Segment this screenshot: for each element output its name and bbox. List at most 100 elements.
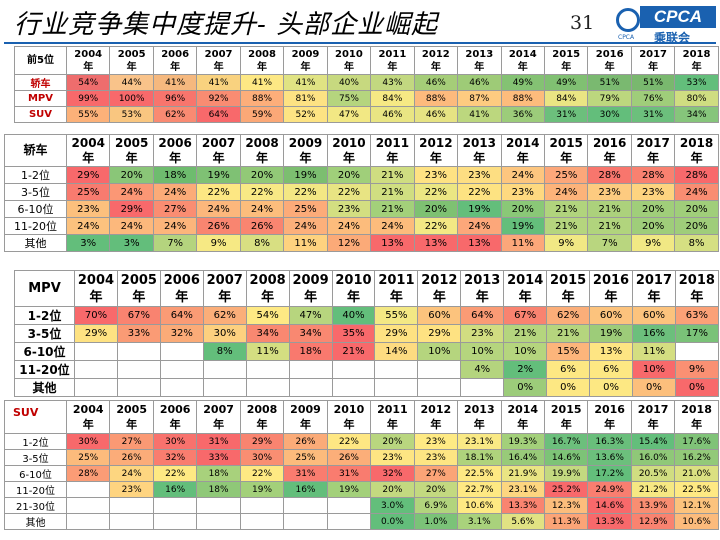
year-header: 2004 年 [65, 400, 111, 434]
cpca-logo: CPCA 乘联会 CPCA [612, 4, 718, 45]
share-cell: 13% [413, 234, 459, 252]
share-cell: 21.2% [630, 481, 676, 498]
year-header: 2011 年 [370, 134, 415, 167]
year-header: 2006 年 [152, 46, 198, 75]
share-cell: 53% [674, 74, 719, 91]
share-cell: 87% [457, 90, 502, 107]
year-header: 2006 年 [152, 134, 198, 167]
share-cell: 64% [460, 306, 505, 325]
year-header: 2009 年 [283, 134, 328, 167]
table-corner-label: MPV [14, 270, 75, 307]
share-cell: 16% [283, 481, 328, 498]
year-header: 2017 年 [630, 134, 676, 167]
share-cell: 26% [283, 433, 328, 450]
share-cell: 21% [587, 200, 632, 218]
share-cell: 6.9% [413, 497, 459, 514]
row-label: 11-20位 [4, 481, 67, 498]
row-label: 1-2位 [4, 166, 67, 184]
share-cell: 23% [109, 481, 154, 498]
share-cell: 25% [543, 166, 589, 184]
share-cell: 12.3% [543, 497, 589, 514]
share-cell: 21% [370, 183, 415, 201]
share-cell [283, 497, 328, 514]
year-header: 2014 年 [500, 134, 545, 167]
table-row: 其他 0% 0% 0% 0% 0% [14, 378, 719, 397]
year-header: 2013 年 [457, 134, 502, 167]
share-cell: 23% [370, 449, 415, 466]
table-row: 6-10位 8% 11% 18% 21% 14% 10% 10% 10% 15% 13% 11% [14, 342, 719, 361]
share-cell: 9% [196, 234, 241, 252]
share-cell: 9% [674, 360, 719, 379]
share-cell: 63% [674, 306, 719, 325]
table-row: 21-30位 3.0% 6.9% 10.6% 13.3% 12.3% 14.6% 13.9% 1… [4, 497, 719, 514]
share-cell: 29% [374, 324, 419, 343]
year-header: 2017 年 [630, 46, 676, 75]
share-cell: 11% [245, 342, 290, 361]
share-cell: 41% [152, 74, 198, 91]
share-cell: 22% [239, 183, 285, 201]
share-cell: 76% [630, 90, 676, 107]
share-cell: 8% [239, 234, 285, 252]
share-cell: 21% [370, 166, 415, 184]
share-cell: 19.9% [543, 465, 589, 482]
year-header: 2008 年 [239, 46, 285, 75]
share-cell [74, 360, 118, 379]
share-cell: 88% [239, 90, 285, 107]
share-cell: 60% [417, 306, 462, 325]
share-cell: 9% [543, 234, 589, 252]
share-cell: 7% [152, 234, 198, 252]
share-cell: 31% [630, 106, 676, 123]
table-row: 3-5位 25% 26% 32% 33% 30% 25% 26% 23% 23% 18.1% 16.4… [4, 449, 719, 466]
share-cell: 26% [196, 217, 241, 235]
share-cell: 3.0% [370, 497, 415, 514]
share-cell: 20% [239, 166, 285, 184]
share-cell: 49% [543, 74, 589, 91]
share-cell: 47% [326, 106, 372, 123]
share-cell: 25% [65, 449, 111, 466]
year-header: 2009 年 [283, 400, 328, 434]
share-cell: 19.3% [500, 433, 545, 450]
share-cell: 16.4% [500, 449, 545, 466]
share-cell: 31% [543, 106, 589, 123]
share-cell: 62% [202, 306, 247, 325]
share-cell: 22% [152, 465, 198, 482]
share-cell: 40% [326, 74, 372, 91]
share-cell: 34% [674, 106, 719, 123]
year-header: 2008 年 [245, 270, 290, 307]
share-cell [159, 378, 204, 397]
share-cell: 46% [413, 74, 459, 91]
share-cell: 3.1% [457, 513, 502, 530]
share-cell: 44% [109, 74, 154, 91]
share-cell [109, 513, 154, 530]
share-cell [116, 378, 161, 397]
share-cell: 22.5% [674, 481, 719, 498]
year-header: 2010 年 [326, 400, 372, 434]
share-cell [374, 360, 419, 379]
share-cell: 30% [239, 449, 285, 466]
share-cell: 16.2% [674, 449, 719, 466]
row-label: 6-10位 [14, 342, 75, 361]
share-cell: 32% [152, 449, 198, 466]
share-cell: 14.6% [543, 449, 589, 466]
share-cell: 10% [417, 342, 462, 361]
year-header: 2013 年 [457, 400, 502, 434]
share-cell: 49% [500, 74, 545, 91]
year-header: 2004 年 [65, 134, 111, 167]
share-cell: 8% [674, 234, 719, 252]
share-cell: 20% [413, 481, 459, 498]
share-cell: 5.6% [500, 513, 545, 530]
year-header: 2018 年 [674, 400, 719, 434]
year-header: 2013 年 [460, 270, 505, 307]
share-cell: 16% [152, 481, 198, 498]
year-header: 2014 年 [500, 46, 545, 75]
share-cell: 32% [159, 324, 204, 343]
share-cell: 29% [417, 324, 462, 343]
share-cell: 22.7% [457, 481, 502, 498]
year-header: 2018 年 [674, 134, 719, 167]
table-row: 11-20位 24% 24% 24% 26% 26% 24% 24% 24% 22% 24% 19% 2… [4, 217, 719, 235]
share-cell: 28% [630, 166, 676, 184]
year-header: 2004 年 [65, 46, 111, 75]
share-cell: 24% [239, 200, 285, 218]
year-header: 2011 年 [370, 400, 415, 434]
